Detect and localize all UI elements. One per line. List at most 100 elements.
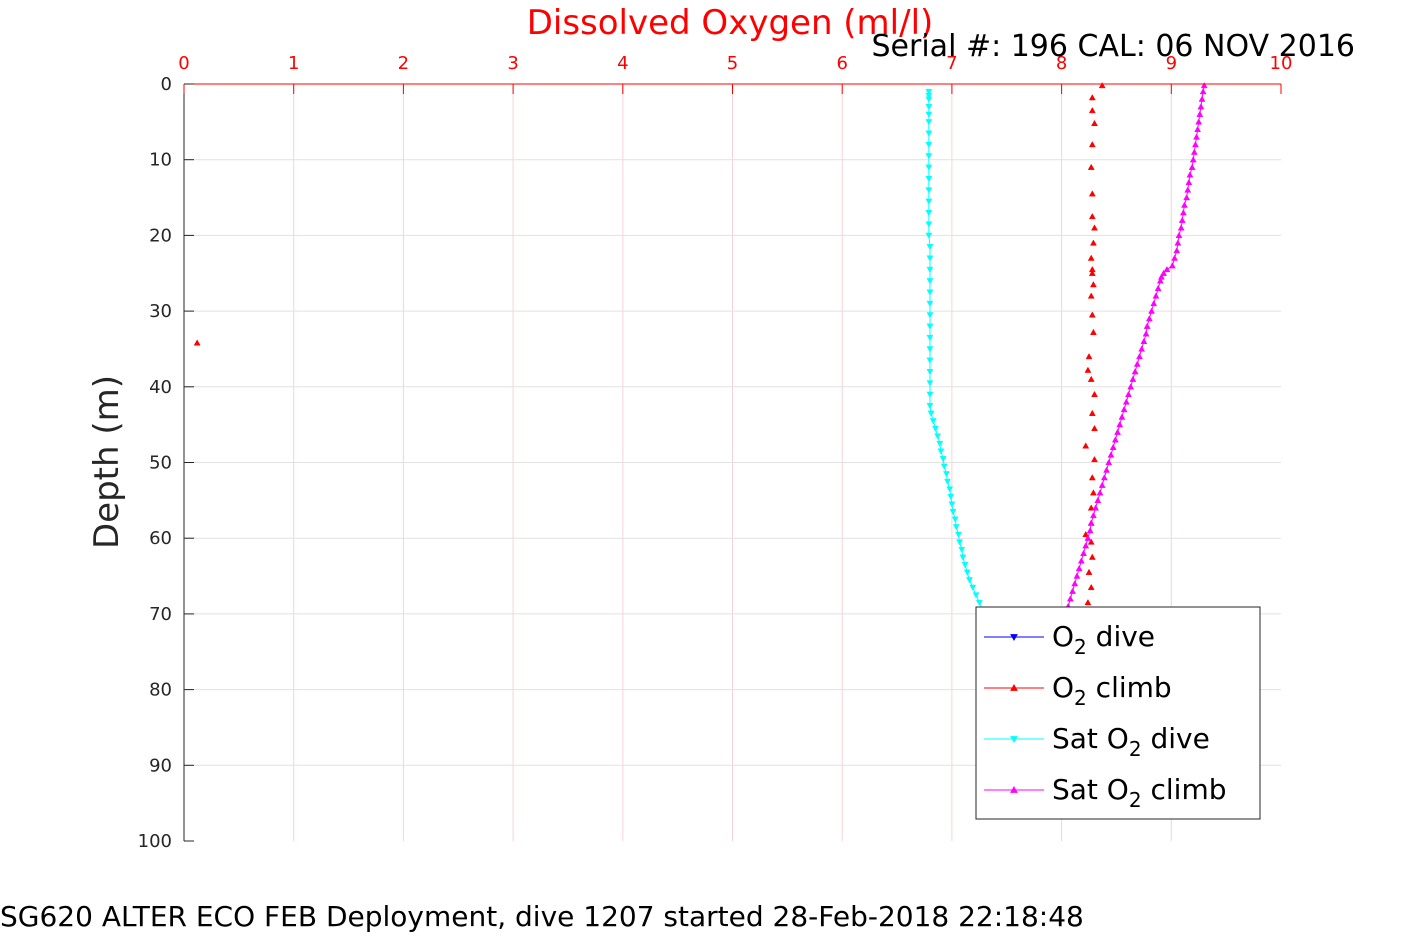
data-point-marker (1105, 458, 1113, 466)
data-point-marker (934, 433, 942, 440)
data-point-marker (940, 463, 948, 470)
legend-swatch-marker (1010, 683, 1018, 691)
data-point-marker (1143, 322, 1151, 329)
data-point-marker (1184, 186, 1192, 193)
data-point-marker (926, 391, 934, 398)
data-point-marker (925, 104, 933, 111)
data-point-marker (1088, 141, 1096, 148)
data-point-marker (1094, 496, 1102, 503)
data-point-marker (1087, 375, 1095, 382)
data-point-marker (1195, 118, 1203, 125)
data-point-marker (1087, 163, 1095, 170)
data-point-marker (1138, 345, 1146, 352)
data-point-marker (1089, 281, 1097, 288)
data-point-marker (926, 278, 934, 285)
y-tick-label: 50 (149, 453, 172, 474)
data-point-marker (927, 410, 935, 417)
data-point-marker (1181, 201, 1188, 208)
legend-label-main: Sat O (1052, 773, 1129, 806)
data-point-marker (925, 92, 933, 99)
data-point-marker (926, 266, 934, 273)
data-point-marker (1133, 360, 1141, 367)
data-point-marker (1150, 300, 1158, 307)
data-point-marker (926, 357, 934, 364)
series-group (1064, 81, 1208, 609)
data-point-marker (1073, 572, 1081, 579)
data-point-marker (925, 153, 933, 160)
data-point-marker (1087, 538, 1095, 545)
y-tick-label: 0 (161, 74, 172, 95)
data-point-marker (1136, 353, 1143, 360)
x-tick-label: 8 (1056, 53, 1067, 74)
series-group (925, 88, 987, 614)
data-point-marker (925, 96, 933, 103)
data-point-marker (1145, 315, 1153, 322)
data-point-marker (1091, 424, 1098, 432)
data-point-marker (1125, 390, 1132, 398)
x-axis-title: Dissolved Oxygen (ml/l) (527, 3, 934, 43)
data-point-marker (926, 380, 934, 387)
data-point-marker (975, 599, 983, 607)
y-tick-label: 90 (149, 755, 172, 776)
data-point-marker (952, 524, 960, 531)
data-point-marker (925, 232, 933, 239)
data-point-marker (1148, 307, 1155, 314)
data-point-marker (1193, 133, 1200, 140)
data-point-marker (1189, 156, 1197, 163)
data-point-marker (1087, 504, 1095, 511)
y-tick-label: 10 (149, 150, 172, 171)
legend-swatch-marker (1010, 785, 1018, 793)
series-layer (193, 81, 1208, 614)
data-point-marker (949, 509, 957, 516)
y-tick-label: 40 (149, 377, 172, 398)
data-point-marker (926, 312, 934, 319)
legend-label-suffix: dive (1087, 620, 1155, 653)
x-tick-label: 6 (836, 53, 847, 74)
y-tick-label: 30 (149, 301, 172, 322)
legend-entry: O2 climb (984, 671, 1172, 710)
data-point-marker (1156, 277, 1164, 284)
legend-label-subscript: 2 (1074, 635, 1087, 659)
data-point-marker (1152, 292, 1160, 299)
data-point-marker (1087, 254, 1095, 261)
data-point-marker (1190, 148, 1198, 155)
data-point-marker (1185, 178, 1193, 186)
data-point-marker (959, 554, 967, 561)
data-point-marker (1116, 421, 1124, 428)
data-point-marker (1089, 239, 1097, 246)
data-point-marker (1091, 390, 1098, 398)
data-point-marker (1131, 368, 1139, 375)
data-point-marker (1168, 262, 1176, 269)
data-point-marker (972, 592, 980, 599)
y-axis-title: Depth (m) (87, 375, 127, 549)
y-tick-label: 60 (149, 528, 172, 549)
y-tick-label: 80 (149, 680, 172, 701)
legend-label-suffix: dive (1142, 722, 1210, 755)
data-point-marker (1091, 455, 1098, 463)
data-point-marker (1109, 443, 1117, 451)
legend-entry: Sat O2 climb (984, 773, 1227, 812)
data-point-marker (1088, 409, 1096, 416)
data-point-marker (1088, 553, 1096, 560)
data-point-marker (1082, 530, 1090, 538)
data-point-marker (925, 198, 933, 205)
data-point-marker (1071, 580, 1079, 587)
data-point-marker (925, 141, 933, 149)
data-point-marker (937, 448, 945, 455)
data-point-marker (925, 187, 933, 194)
data-point-marker (948, 501, 956, 508)
x-tick-label: 10 (1270, 53, 1293, 74)
legend-label: Sat O2 climb (1052, 773, 1227, 812)
x-tick-label: 3 (507, 53, 518, 74)
x-tick-label: 4 (617, 53, 628, 74)
legend-label-main: Sat O (1052, 722, 1129, 755)
data-point-marker (1084, 366, 1092, 373)
legend-swatch-marker (1010, 736, 1018, 744)
data-point-marker (926, 403, 934, 410)
data-point-marker (926, 334, 934, 342)
data-point-marker (1089, 511, 1097, 519)
legend-entry: Sat O2 dive (984, 722, 1210, 761)
series-line (928, 91, 984, 611)
legend-label-subscript: 2 (1074, 686, 1087, 710)
